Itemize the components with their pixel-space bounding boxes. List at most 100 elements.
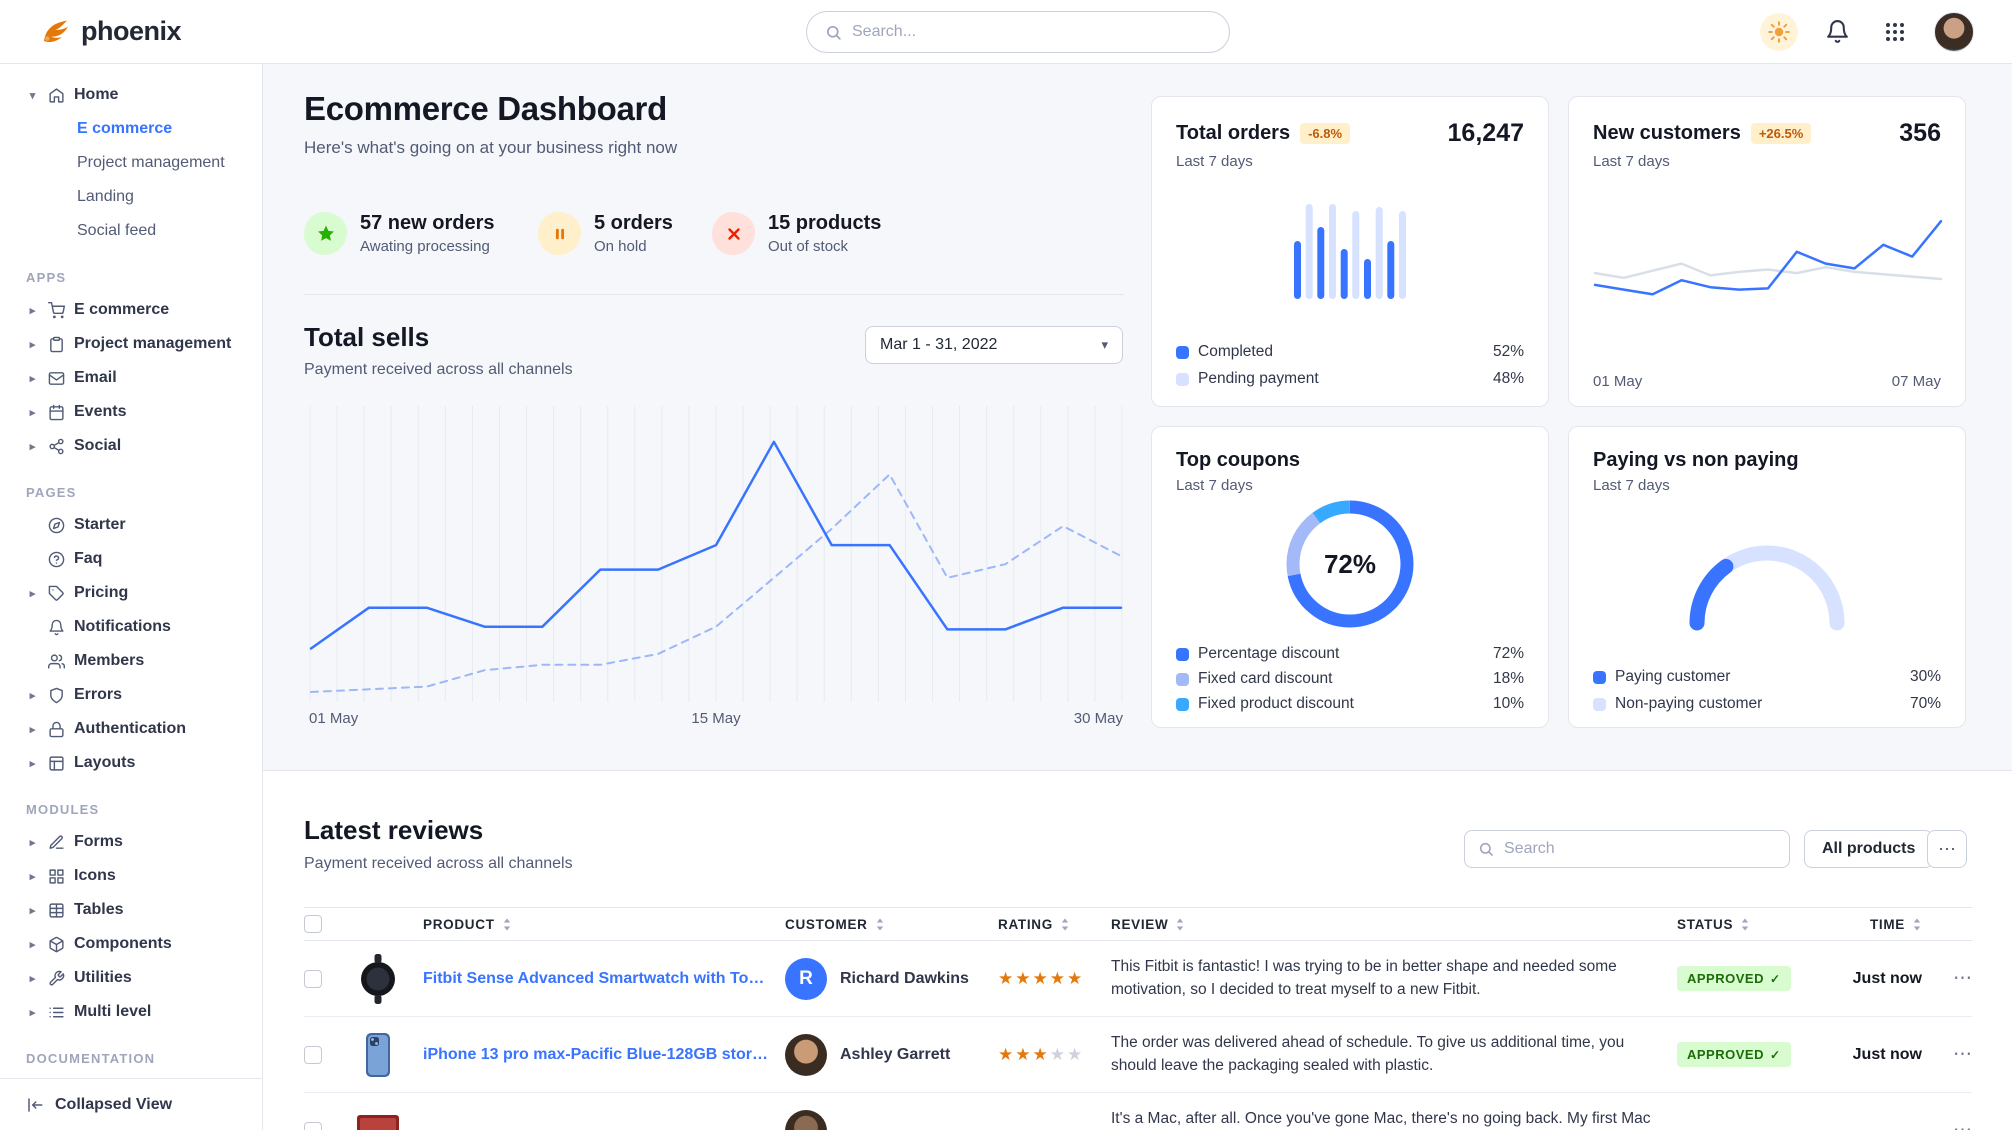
review-text: The order was delivered ahead of schedul… [1111, 1034, 1625, 1074]
sidebar-item-label: Components [74, 935, 172, 952]
date-range-select[interactable]: Mar 1 - 31, 2022 ▾ [865, 326, 1123, 364]
sidebar-item-label: Events [74, 403, 127, 420]
user-avatar[interactable] [1934, 11, 1974, 52]
product-thumbnail[interactable] [349, 1101, 407, 1130]
global-search-input[interactable] [852, 23, 1211, 41]
sidebar-item-starter[interactable]: Starter [0, 508, 262, 542]
star-filled-icon: ★ [998, 1044, 1016, 1064]
sidebar-item-social[interactable]: ▸ Social [0, 429, 262, 463]
row-checkbox[interactable] [304, 1121, 322, 1130]
sidebar-item-errors[interactable]: ▸ Errors [0, 678, 262, 712]
sidebar-item-label: Notifications [74, 618, 171, 635]
sidebar-subitem-landing[interactable]: Landing [77, 188, 134, 205]
sidebar-item-layouts[interactable]: ▸ Layouts [0, 746, 262, 780]
star-filled-icon: ★ [1015, 968, 1033, 988]
sidebar-item-tables[interactable]: ▸ Tables [0, 893, 262, 927]
star-icon [317, 225, 334, 241]
customer-avatar: R [785, 957, 827, 1000]
sidebar-item-authentication[interactable]: ▸ Authentication [0, 712, 262, 746]
column-header-rating[interactable]: RATING [998, 917, 1111, 932]
column-header-review[interactable]: REVIEW [1111, 917, 1677, 932]
row-checkbox[interactable] [304, 1045, 322, 1064]
review-text: It's a Mac, after all. Once you've gone … [1111, 1110, 1651, 1128]
sidebar-subitem-project-management[interactable]: Project management [77, 154, 225, 171]
column-header-time[interactable]: TIME [1829, 917, 1922, 932]
sidebar-item-e-commerce[interactable]: ▸ E commerce [0, 293, 262, 327]
sidebar-item-pricing[interactable]: ▸ Pricing [0, 576, 262, 610]
collapse-view-toggle[interactable]: Collapsed View [0, 1078, 262, 1130]
all-products-button[interactable]: All products [1804, 830, 1934, 868]
sidebar-subitem-social-feed[interactable]: Social feed [77, 222, 157, 239]
sidebar-item-components[interactable]: ▸ Components [0, 927, 262, 961]
sidebar-item-events[interactable]: ▸ Events [0, 395, 262, 429]
stat-value: 5 orders [594, 212, 673, 234]
sidebar-item-icons[interactable]: ▸ Icons [0, 859, 262, 893]
divider [304, 294, 1124, 295]
column-header-status[interactable]: STATUS [1677, 917, 1829, 932]
chevron-right-icon: ▸ [29, 587, 36, 600]
chevron-right-icon: ▸ [29, 723, 36, 736]
edit-icon [49, 834, 64, 849]
brand[interactable]: phoenix [0, 15, 263, 49]
sort-icon [1177, 918, 1184, 930]
sidebar-nav: ▾ Home E commerce Project management Landing… [0, 78, 262, 1074]
top-navbar: phoenix [0, 0, 2012, 64]
notifications-button[interactable] [1818, 13, 1856, 51]
date-range-value: Mar 1 - 31, 2022 [880, 336, 998, 353]
legend-label: Non-paying customer [1615, 695, 1763, 712]
product-thumbnail[interactable] [349, 1025, 407, 1084]
star-empty-icon: ★ [1067, 1044, 1085, 1064]
row-actions-button[interactable]: ⋯ [1922, 1121, 1972, 1130]
reviews-search-input[interactable] [1504, 840, 1776, 858]
theme-toggle-button[interactable] [1760, 12, 1798, 51]
product-link[interactable]: Fitbit Sense Advanced Smartwatch with To… [423, 969, 785, 987]
pause-icon [555, 228, 564, 239]
sidebar-item-label: Errors [74, 686, 123, 703]
chevron-right-icon: ▸ [29, 304, 36, 317]
sidebar-item-notifications[interactable]: Notifications [0, 610, 262, 644]
card-title: Top coupons [1176, 449, 1301, 471]
star-filled-icon: ★ [1032, 1044, 1050, 1064]
sidebar-item-home[interactable]: ▾ Home [0, 78, 262, 112]
coupons-donut-chart: 72% [1275, 489, 1425, 644]
legend-item: Percentage discount 72% [1176, 645, 1524, 663]
paying-vs-nonpaying-card: Paying vs non paying Last 7 days Paying … [1568, 426, 1966, 728]
star-filled-icon: ★ [998, 968, 1016, 988]
column-header-customer[interactable]: CUSTOMER [785, 917, 998, 932]
users-icon [48, 653, 65, 669]
row-actions-button[interactable]: ⋯ [1922, 969, 1972, 988]
stats-row: 57 new orders Awating processing 5 order… [304, 212, 881, 255]
sidebar-section-label: MODULES [26, 802, 100, 817]
row-actions-button[interactable]: ⋯ [1922, 1045, 1972, 1064]
table-row: It's a Mac, after all. Once you've gone … [304, 1093, 1972, 1130]
sidebar-item-members[interactable]: Members [0, 644, 262, 678]
product-link[interactable]: iPhone 13 pro max-Pacific Blue-128GB sto… [423, 1045, 780, 1063]
table-icon [49, 902, 64, 918]
sidebar-item-utilities[interactable]: ▸ Utilities [0, 961, 262, 995]
sidebar-item-email[interactable]: ▸ Email [0, 361, 262, 395]
apps-grid-button[interactable] [1876, 13, 1914, 51]
share-icon [49, 438, 64, 454]
sidebar-item-forms[interactable]: ▸ Forms [0, 825, 262, 859]
column-header-product[interactable]: PRODUCT [423, 917, 785, 932]
select-all-checkbox[interactable] [304, 915, 322, 933]
reviews-more-button[interactable]: ⋯ [1927, 830, 1967, 868]
legend-swatch [1593, 670, 1606, 684]
reviews-subtitle: Payment received across all channels [304, 855, 573, 872]
sidebar-item-project-management[interactable]: ▸ Project management [0, 327, 262, 361]
legend-value: 30% [1909, 668, 1941, 685]
sidebar-item-faq[interactable]: Faq [0, 542, 262, 576]
customer-avatar [785, 1033, 827, 1076]
row-checkbox[interactable] [304, 969, 322, 988]
product-thumbnail[interactable] [349, 949, 407, 1008]
legend-value: 72% [1492, 645, 1524, 662]
chevron-right-icon: ▸ [29, 372, 36, 385]
sidebar-subitem-e-commerce[interactable]: E commerce [77, 120, 173, 137]
chevron-right-icon: ▸ [29, 338, 36, 351]
sidebar-item-multi-level[interactable]: ▸ Multi level [0, 995, 262, 1029]
stat-awating-processing: 57 new orders Awating processing [304, 212, 538, 255]
top-coupons-card: Top coupons Last 7 days 72% Percentage d… [1151, 426, 1549, 728]
card-value: 16,247 [1447, 119, 1524, 147]
card-title: Total orders [1176, 122, 1291, 144]
legend-label: Fixed card discount [1198, 670, 1333, 687]
